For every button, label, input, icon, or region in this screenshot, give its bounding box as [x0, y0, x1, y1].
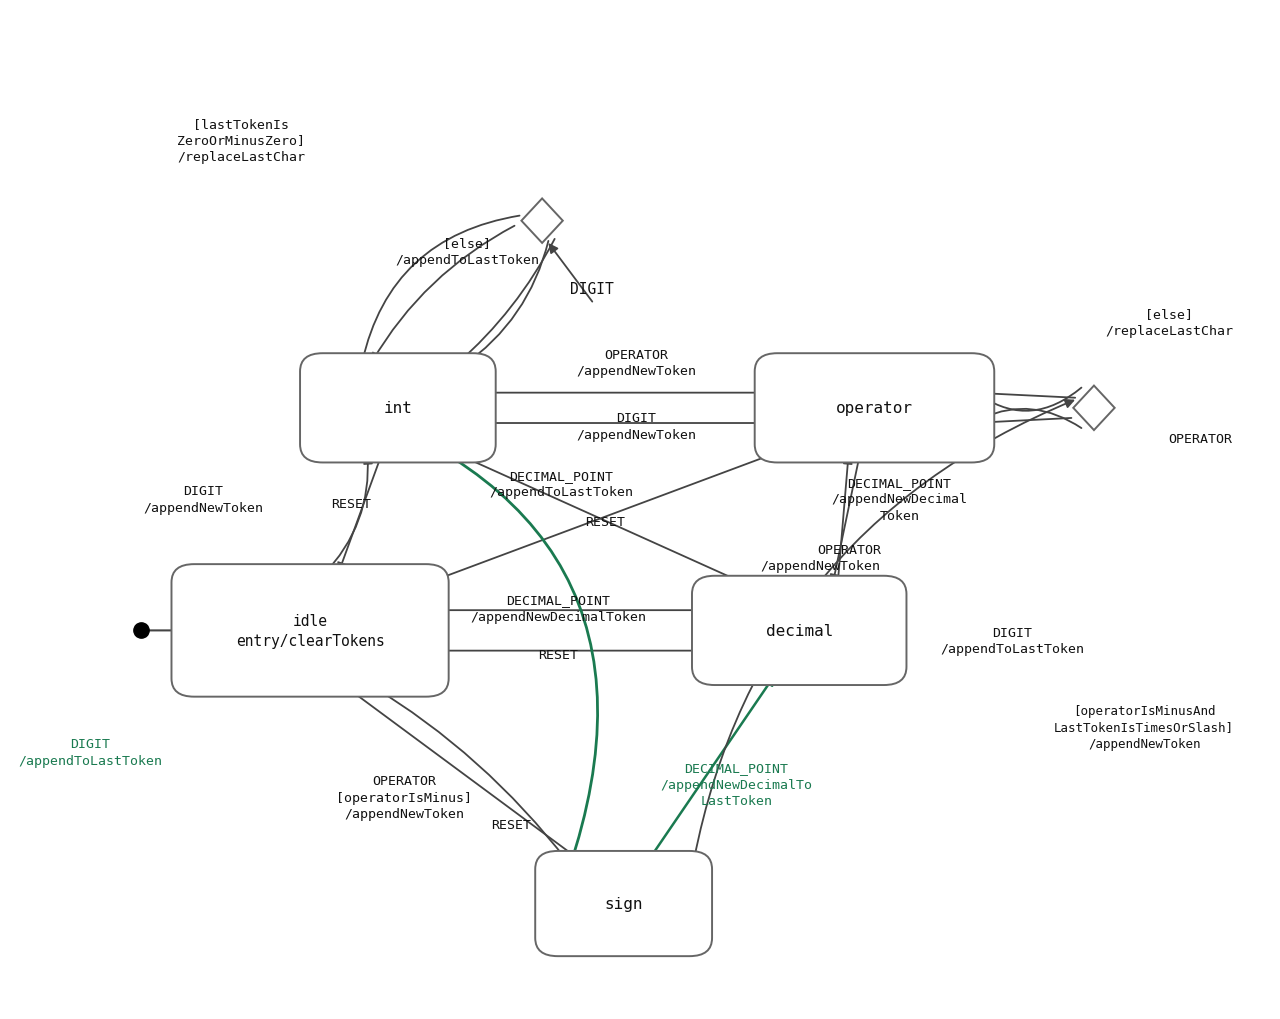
Text: DECIMAL_POINT
/appendNewDecimalToken: DECIMAL_POINT /appendNewDecimalToken: [471, 594, 646, 624]
Text: [else]
/replaceLastChar: [else] /replaceLastChar: [1105, 308, 1233, 337]
Text: decimal: decimal: [765, 624, 833, 638]
Text: OPERATOR: OPERATOR: [1169, 432, 1233, 445]
Text: DIGIT
/appendToLastToken: DIGIT /appendToLastToken: [19, 738, 163, 766]
Text: operator: operator: [836, 400, 913, 416]
FancyBboxPatch shape: [172, 565, 449, 697]
Text: OPERATOR
/appendNewToken: OPERATOR /appendNewToken: [576, 348, 696, 378]
Text: DIGIT
/appendNewToken: DIGIT /appendNewToken: [143, 485, 264, 515]
Text: sign: sign: [604, 896, 643, 911]
Text: DIGIT: DIGIT: [571, 281, 614, 297]
Text: DECIMAL_POINT
/appendToLastToken: DECIMAL_POINT /appendToLastToken: [489, 470, 632, 499]
Text: OPERATOR
/appendNewToken: OPERATOR /appendNewToken: [760, 543, 881, 573]
FancyBboxPatch shape: [755, 354, 995, 463]
Text: idle
entry/clearTokens: idle entry/clearTokens: [236, 613, 384, 648]
Text: DECIMAL_POINT
/appendNewDecimal
Token: DECIMAL_POINT /appendNewDecimal Token: [832, 477, 968, 523]
FancyBboxPatch shape: [300, 354, 495, 463]
Text: DIGIT
/appendToLastToken: DIGIT /appendToLastToken: [941, 626, 1084, 655]
Text: int: int: [384, 400, 412, 416]
Polygon shape: [1073, 386, 1115, 431]
FancyBboxPatch shape: [535, 851, 712, 956]
Text: RESET: RESET: [490, 818, 531, 832]
Text: OPERATOR
[operatorIsMinus]
/appendNewToken: OPERATOR [operatorIsMinus] /appendNewTok…: [337, 774, 472, 820]
Text: DECIMAL_POINT
/appendNewDecimalTo
LastToken: DECIMAL_POINT /appendNewDecimalTo LastTo…: [660, 761, 813, 807]
Text: [operatorIsMinusAnd
LastTokenIsTimesOrSlash]
/appendNewToken: [operatorIsMinusAnd LastTokenIsTimesOrSl…: [1055, 704, 1234, 750]
Text: DIGIT
/appendNewToken: DIGIT /appendNewToken: [576, 412, 696, 441]
Text: RESET: RESET: [585, 516, 625, 528]
Text: [lastTokenIs
ZeroOrMinusZero]
/replaceLastChar: [lastTokenIs ZeroOrMinusZero] /replaceLa…: [177, 117, 305, 164]
Polygon shape: [521, 200, 563, 244]
Text: RESET: RESET: [539, 648, 579, 661]
Text: [else]
/appendToLastToken: [else] /appendToLastToken: [394, 237, 539, 267]
FancyBboxPatch shape: [692, 576, 906, 686]
Text: RESET: RESET: [332, 498, 371, 511]
